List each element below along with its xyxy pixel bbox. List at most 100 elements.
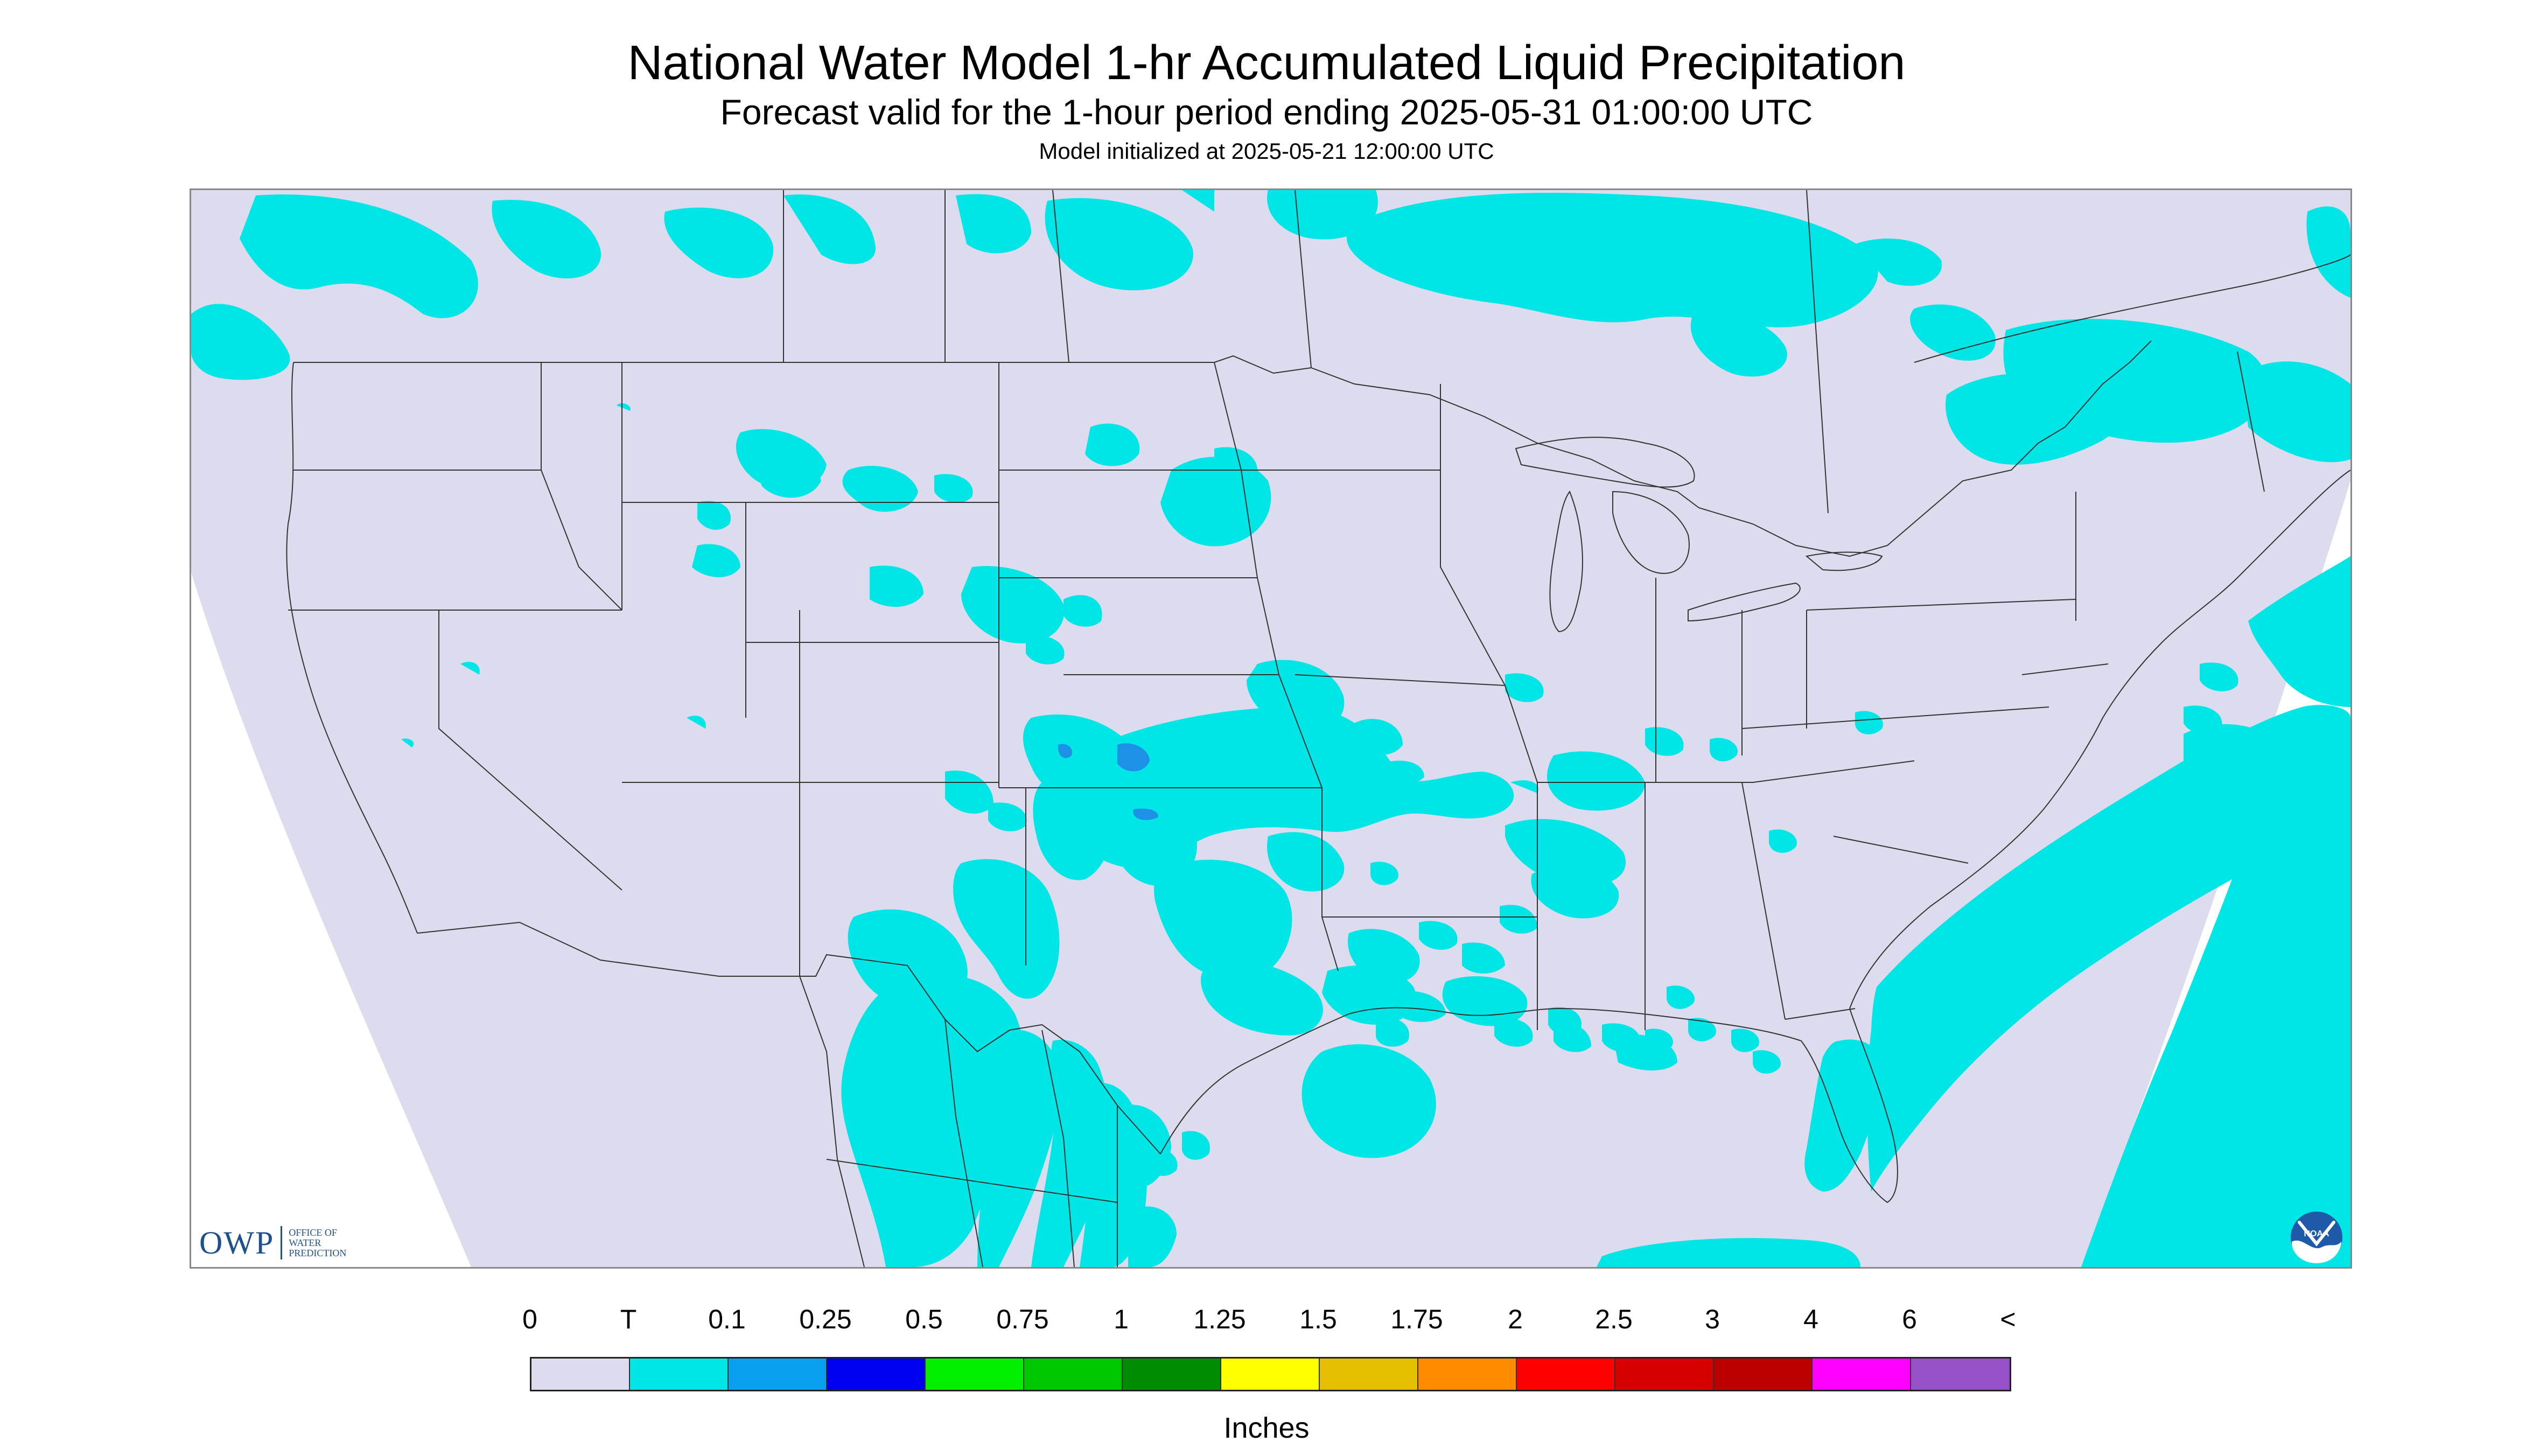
- precip-ne-west: [1063, 595, 1102, 627]
- owp-logo-line3: PREDICTION: [289, 1247, 347, 1258]
- precip-texas-small: [1397, 991, 1446, 1022]
- precip-arkansas: [1531, 865, 1619, 919]
- precip-manitoba: [1267, 190, 1378, 240]
- precip-idaho: [751, 450, 821, 498]
- precip-idaho-small: [697, 501, 731, 530]
- precip-spot-kansas-west: [1058, 744, 1072, 758]
- noaa-logo-text: NOAA: [2304, 1229, 2329, 1238]
- map-canvas: [191, 190, 2350, 1267]
- precip-alberta: [783, 194, 876, 264]
- precip-illinois-small: [1645, 727, 1684, 756]
- precip-bc-coast: [240, 194, 478, 318]
- st-lawrence-river: [1914, 254, 2350, 363]
- precipitation-map[interactable]: [190, 188, 2352, 1269]
- can-sk-mb: [1052, 190, 1069, 363]
- mex-lateral: [826, 1159, 1118, 1203]
- precip-florida-peninsula: [1804, 1039, 1882, 1192]
- precip-oklahoma-dot: [1370, 862, 1398, 885]
- precip-ca-dot: [401, 738, 414, 747]
- precip-atlantic-northeast: [2248, 556, 2350, 707]
- precip-gulf-mexico-dot: [1144, 1147, 1178, 1176]
- legend-label: 0.1: [708, 1304, 746, 1334]
- precip-mt-dot: [617, 403, 631, 411]
- legend-label: 0: [522, 1304, 537, 1334]
- precip-new-brunswick: [2243, 361, 2350, 463]
- legend-swatch: [1911, 1359, 2010, 1390]
- precip-mexico-durango: [977, 1029, 1060, 1267]
- forecast-valid-subtitle: Forecast valid for the 1-hour period end…: [720, 92, 1813, 132]
- precip-nm-north: [988, 802, 1027, 831]
- precip-labrador: [2306, 206, 2350, 298]
- legend-label: 3: [1705, 1304, 1720, 1334]
- legend-label: <: [2000, 1304, 2016, 1334]
- precip-new-mexico-west: [953, 859, 1060, 999]
- precip-alberta-east: [956, 194, 1031, 254]
- legend-label: T: [620, 1304, 637, 1334]
- legend-swatch: [1418, 1359, 1517, 1390]
- legend-swatch: [1714, 1359, 1813, 1390]
- precip-atlantic-southeast: [1867, 705, 2350, 1267]
- precip-louisiana-west: [1348, 929, 1420, 983]
- legend-swatch: [1123, 1359, 1221, 1390]
- precip-sask-top: [1182, 190, 1214, 212]
- precip-gulf-west: [1302, 1044, 1436, 1158]
- legend-label: 2.5: [1595, 1304, 1633, 1334]
- precip-colorado-north: [961, 566, 1065, 643]
- legend-swatch: [630, 1359, 729, 1390]
- owp-logo-text: OFFICE OF WATER PREDICTION: [289, 1227, 347, 1258]
- legend-swatch: [729, 1359, 827, 1390]
- owp-logo-line1: OFFICE OF: [289, 1227, 337, 1238]
- precip-utah-east: [945, 771, 993, 814]
- precip-louisiana-delta: [1494, 1018, 1533, 1047]
- legend-color-bar: [530, 1357, 2011, 1391]
- owp-logo: OWP OFFICE OF WATER PREDICTION: [199, 1221, 346, 1264]
- legend-swatch: [1320, 1359, 1418, 1390]
- state-nc-sc: [1833, 836, 1969, 864]
- precip-alabama-dot2: [1667, 985, 1695, 1009]
- state-id-west: [541, 362, 622, 611]
- precip-kentucky-dot: [1769, 829, 1797, 853]
- noaa-logo-icon: NOAA: [2291, 1212, 2342, 1263]
- legend-swatch: [926, 1359, 1024, 1390]
- precip-louisiana-north: [1419, 921, 1458, 950]
- precip-missouri-east: [1547, 751, 1645, 811]
- precip-gulf-dot: [1548, 1007, 1582, 1036]
- precip-mexico-south: [1128, 1206, 1177, 1267]
- precip-iowa-small: [1505, 673, 1544, 702]
- lake-erie: [1688, 582, 1801, 622]
- mex-coahuila-nl: [1041, 1030, 1075, 1267]
- precip-chihuahua-dot: [945, 1028, 973, 1052]
- political-borders: [286, 190, 2350, 1267]
- owp-logo-letters: OWP: [199, 1224, 275, 1261]
- precip-mexico-coast-dot: [1182, 1131, 1210, 1160]
- mex-sonora-chihuahua: [799, 976, 865, 1267]
- model-init-time: Model initialized at 2025-05-21 12:00:00…: [1039, 138, 1494, 164]
- precip-missouri-dot: [1510, 780, 1538, 793]
- precip-nevada-dot: [460, 662, 480, 675]
- legend-label: 0.25: [799, 1304, 852, 1334]
- state-mn-wi: [1440, 384, 1506, 686]
- precip-wyoming-n: [934, 474, 973, 503]
- coast-east: [1849, 470, 2350, 1009]
- precip-indiana-dot: [1710, 738, 1738, 761]
- state-va-nc: [1741, 706, 2049, 729]
- legend-label: 6: [1902, 1304, 1917, 1334]
- state-ga-fl: [1785, 1008, 1856, 1020]
- state-md-de: [2021, 663, 2109, 675]
- legend-label: 1.75: [1390, 1304, 1443, 1334]
- precip-louisiana-center: [1462, 942, 1505, 974]
- precip-quebec-center: [2003, 319, 2267, 443]
- state-plains-east: [1214, 362, 1323, 788]
- legend-label: 1.5: [1299, 1304, 1337, 1334]
- legend-labels: 0 T 0.1 0.25 0.5 0.75 1 1.25 1.5 1.75 2 2.5 3 4 6 <: [522, 1303, 2016, 1341]
- precip-missouri-small: [1376, 760, 1424, 785]
- precip-florida-panhandle-dot2: [1731, 1028, 1759, 1052]
- lake-michigan: [1549, 490, 1583, 633]
- precip-arkansas-north: [1505, 819, 1626, 886]
- can-qc-nb: [2237, 351, 2265, 492]
- precip-quebec-north: [1855, 239, 1942, 286]
- legend-label: 0.75: [996, 1304, 1049, 1334]
- precip-minnesota-west: [1160, 457, 1271, 547]
- owp-logo-divider: [281, 1226, 283, 1259]
- precip-caribbean-bottom: [1597, 1238, 1860, 1267]
